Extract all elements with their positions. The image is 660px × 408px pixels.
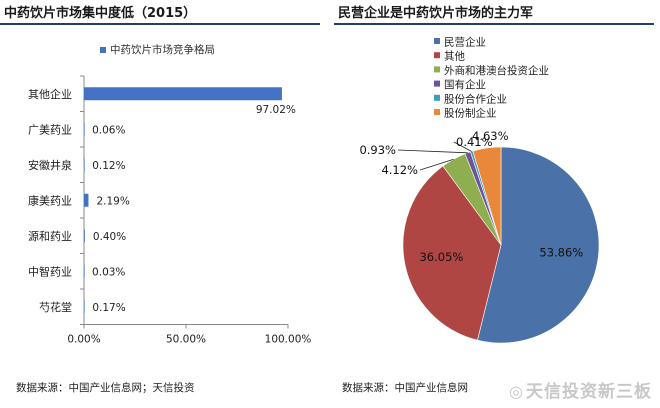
- bar-chart-source: 数据来源：中国产业信息网；天信投资: [16, 382, 195, 394]
- legend-swatch: [434, 66, 440, 73]
- legend-label: 国有企业: [444, 78, 486, 91]
- legend-swatch: [434, 94, 440, 101]
- bar-chart-title: 中药饮片市场集中度低（2015）: [4, 6, 197, 21]
- bar-value-label: 97.02%: [256, 104, 296, 116]
- x-tick-label: 50.00%: [166, 334, 206, 346]
- category-label: 中智药业: [28, 264, 72, 278]
- category-label: 安徽井泉: [28, 158, 72, 172]
- bar: [84, 87, 282, 101]
- leader-line: [419, 158, 454, 171]
- legend-label: 中药饮片市场竞争格局: [110, 43, 215, 56]
- bar-value-label: 0.03%: [92, 266, 125, 278]
- pie-value-label: 53.86%: [539, 245, 583, 259]
- leader-line: [453, 141, 472, 152]
- category-label: 康美药业: [28, 193, 72, 207]
- legend-swatch: [434, 38, 440, 44]
- pie-value-label: 4.63%: [472, 129, 509, 143]
- bar-value-label: 0.40%: [93, 231, 126, 243]
- bar: [84, 300, 85, 314]
- watermark: ◎ 天信投资新三板: [509, 377, 652, 402]
- bar: [84, 158, 85, 172]
- pie-slice: [402, 165, 502, 341]
- bar-value-label: 0.17%: [92, 302, 125, 314]
- pie-slice: [472, 146, 502, 246]
- category-label: 源和药业: [28, 229, 72, 243]
- x-tick-label: 100.00%: [265, 334, 312, 346]
- pie-value-label: 0.93%: [359, 143, 396, 157]
- pie-slice: [477, 146, 600, 344]
- pie-title-rule: [334, 23, 654, 25]
- legend-label: 股份合作企业: [444, 92, 507, 105]
- pie-value-label: 0.41%: [456, 135, 493, 149]
- legend-swatch: [434, 52, 440, 59]
- legend-label: 民营企业: [444, 36, 486, 49]
- category-label: 芍花堂: [39, 301, 72, 314]
- legend-label: 其他: [444, 50, 465, 63]
- pie-chart-title: 民营企业是中药饮片市场的主力军: [338, 6, 534, 21]
- leader-line: [397, 149, 468, 154]
- bar: [84, 122, 85, 136]
- bar-value-label: 2.19%: [96, 195, 129, 207]
- bar-value-label: 0.06%: [92, 124, 125, 136]
- x-tick-label: 0.00%: [67, 334, 100, 346]
- legend-label: 外商和港澳台投资企业: [444, 64, 549, 77]
- pie-chart-source: 数据来源：中国产业信息网: [342, 382, 468, 394]
- watermark-text: 天信投资新三板: [526, 382, 652, 402]
- legend-swatch: [434, 109, 440, 115]
- bar: [84, 229, 85, 243]
- bar: [84, 193, 89, 207]
- legend-swatch: [434, 80, 440, 87]
- left-chart-panel: 中药饮片市场集中度低（2015） 中药饮片市场竞争格局其他企业 97.02% 广美药…: [0, 0, 326, 408]
- legend-swatch: [100, 47, 106, 53]
- bar-title-rule: [0, 23, 320, 25]
- right-chart-panel: 民营企业是中药饮片市场的主力军 民营企业 其他 外商和港澳台投资企业 国有企业 股份合作…: [334, 0, 660, 408]
- category-label: 广美药业: [28, 123, 72, 136]
- category-label: 其他企业: [28, 87, 72, 101]
- pie-value-label: 4.12%: [381, 163, 418, 177]
- legend-label: 股份制企业: [444, 107, 497, 120]
- pie-value-label: 36.05%: [419, 250, 463, 264]
- bar: [84, 264, 85, 278]
- weibo-logo-icon: ◎: [509, 382, 524, 401]
- bar-value-label: 0.12%: [92, 160, 125, 172]
